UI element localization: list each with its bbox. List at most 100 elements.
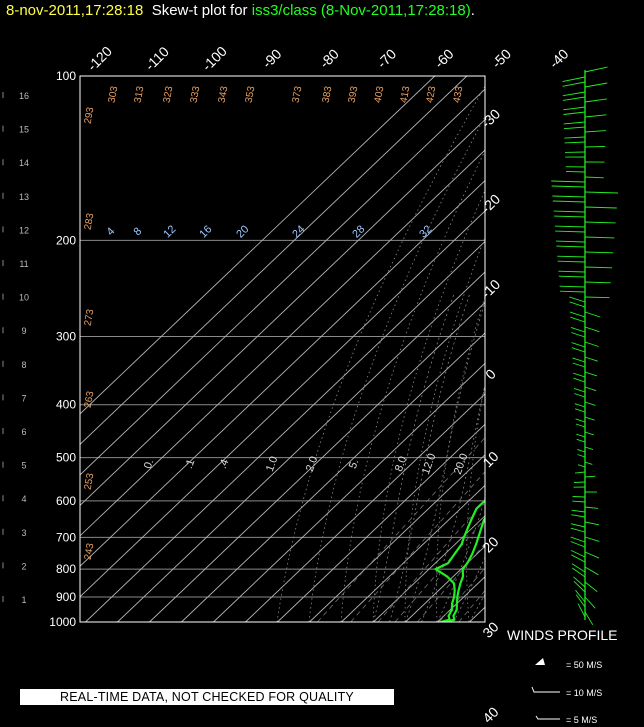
pressure-label-900: 900 [56, 590, 76, 604]
dry-adiabat [435, 295, 485, 622]
temperature-label: -50 [488, 46, 514, 72]
title-source: iss3/class (8-Nov-2011,17:28:18) [251, 2, 471, 19]
wind-barb [584, 114, 607, 118]
mixing-ratio-lower-label: 5. [347, 458, 361, 471]
wind-barb [571, 509, 586, 513]
wind-barb [584, 176, 604, 179]
theta-label: 353 [244, 85, 258, 104]
temperature-label: -30 [478, 106, 504, 132]
height-label-12: 12 [19, 225, 29, 235]
dewpoint-trace [434, 499, 485, 622]
wind-barb [584, 296, 610, 299]
dry-adiabat [524, 76, 623, 622]
isotherm-line [80, 88, 485, 476]
mixing-ratio-lower-label: .1 [183, 458, 197, 471]
sounding-layer [434, 499, 485, 622]
moist-adiabat [421, 382, 485, 622]
wind-barb [563, 111, 586, 115]
height-label-4: 4 [21, 494, 26, 504]
moist-adiabat [405, 300, 485, 622]
winds-profile-label: WINDS PROFILE [507, 627, 618, 643]
isotherm-line [373, 515, 485, 622]
height-label-13: 13 [19, 192, 29, 202]
mixing-ratio-label: 32 [417, 223, 434, 240]
wind-barb [572, 357, 586, 363]
height-label-15: 15 [19, 125, 29, 135]
pressure-label-500: 500 [56, 451, 76, 465]
title-plot-label: Skew-t plot for [151, 2, 248, 19]
dry-adiabat [604, 76, 644, 622]
wind-barb [584, 401, 596, 406]
temperature-label: -60 [431, 46, 457, 72]
mixing-ratio-line [377, 500, 485, 622]
isotherm-line [181, 332, 485, 622]
height-label-14: 14 [19, 158, 29, 168]
wind-barb [562, 91, 586, 97]
temperature-label: -10 [478, 276, 504, 302]
wind-barb [570, 527, 586, 533]
wind-barb [573, 377, 586, 383]
wind-barb [564, 136, 586, 139]
wind-barb [584, 221, 616, 224]
dry-adiabat [496, 76, 607, 622]
isotherm-line [149, 301, 485, 622]
pressure-label-1000: 1000 [49, 615, 76, 629]
wind-barb [570, 326, 586, 333]
wind-barb [553, 215, 586, 218]
temperature-label: 40 [479, 704, 501, 726]
wind-barb [554, 225, 586, 228]
wind-barb [573, 580, 586, 593]
wind-barb [584, 611, 594, 626]
wind-barb [559, 285, 586, 288]
theta-label: 413 [399, 85, 413, 104]
wind-barb [572, 362, 586, 368]
height-label-8: 8 [21, 360, 26, 370]
wind-barb [575, 418, 586, 423]
mixing-ratio-lower-label: 0. [142, 458, 156, 471]
wind-barb [563, 121, 586, 125]
height-label-6: 6 [21, 427, 26, 437]
isotherm-line [534, 76, 644, 622]
wind-barb [565, 170, 586, 173]
height-label-10: 10 [19, 293, 29, 303]
wind-legend-barb5-icon [535, 715, 560, 720]
grid-layer [80, 76, 644, 622]
wind-barb [574, 408, 586, 413]
pressure-label-800: 800 [56, 562, 76, 576]
theta-label: 393 [347, 85, 361, 104]
wind-barb [584, 431, 594, 436]
wind-legend-5: = 5 M/S [566, 715, 598, 725]
wind-barb [584, 98, 607, 103]
wind-barb [575, 594, 586, 608]
theta-label: 283 [83, 212, 97, 231]
pressure-label-700: 700 [56, 530, 76, 544]
isotherm-line [309, 454, 485, 622]
wind-barb [558, 275, 586, 278]
wind-legend-10: = 10 M/S [566, 688, 603, 698]
mixing-ratio-line [350, 471, 485, 622]
theta-label: 243 [83, 542, 97, 561]
isotherm-line [80, 210, 485, 598]
wind-barb [573, 372, 586, 378]
isotherm-line [80, 149, 485, 537]
wind-barb [584, 145, 606, 148]
isotherm-line [277, 423, 485, 622]
theta-label: 253 [83, 472, 97, 491]
isotherm-line [117, 271, 485, 622]
mixing-ratio-lower-label: 8.0 [393, 455, 410, 473]
height-label-3: 3 [21, 528, 26, 538]
wind-barb [574, 403, 586, 408]
temperature-label: 20 [479, 533, 501, 555]
isotherm-line [80, 76, 468, 446]
theta-label: 433 [452, 85, 466, 104]
pressure-label-100: 100 [56, 69, 76, 83]
dry-adiabat [372, 189, 485, 622]
wind-barb [571, 563, 586, 573]
wind-barb [584, 311, 601, 318]
height-label-5: 5 [21, 461, 26, 471]
wind-barb [584, 581, 598, 592]
wind-barb [576, 433, 586, 438]
wind-barb [563, 106, 586, 111]
mixing-ratio-lower-label: 1.0 [264, 455, 281, 473]
